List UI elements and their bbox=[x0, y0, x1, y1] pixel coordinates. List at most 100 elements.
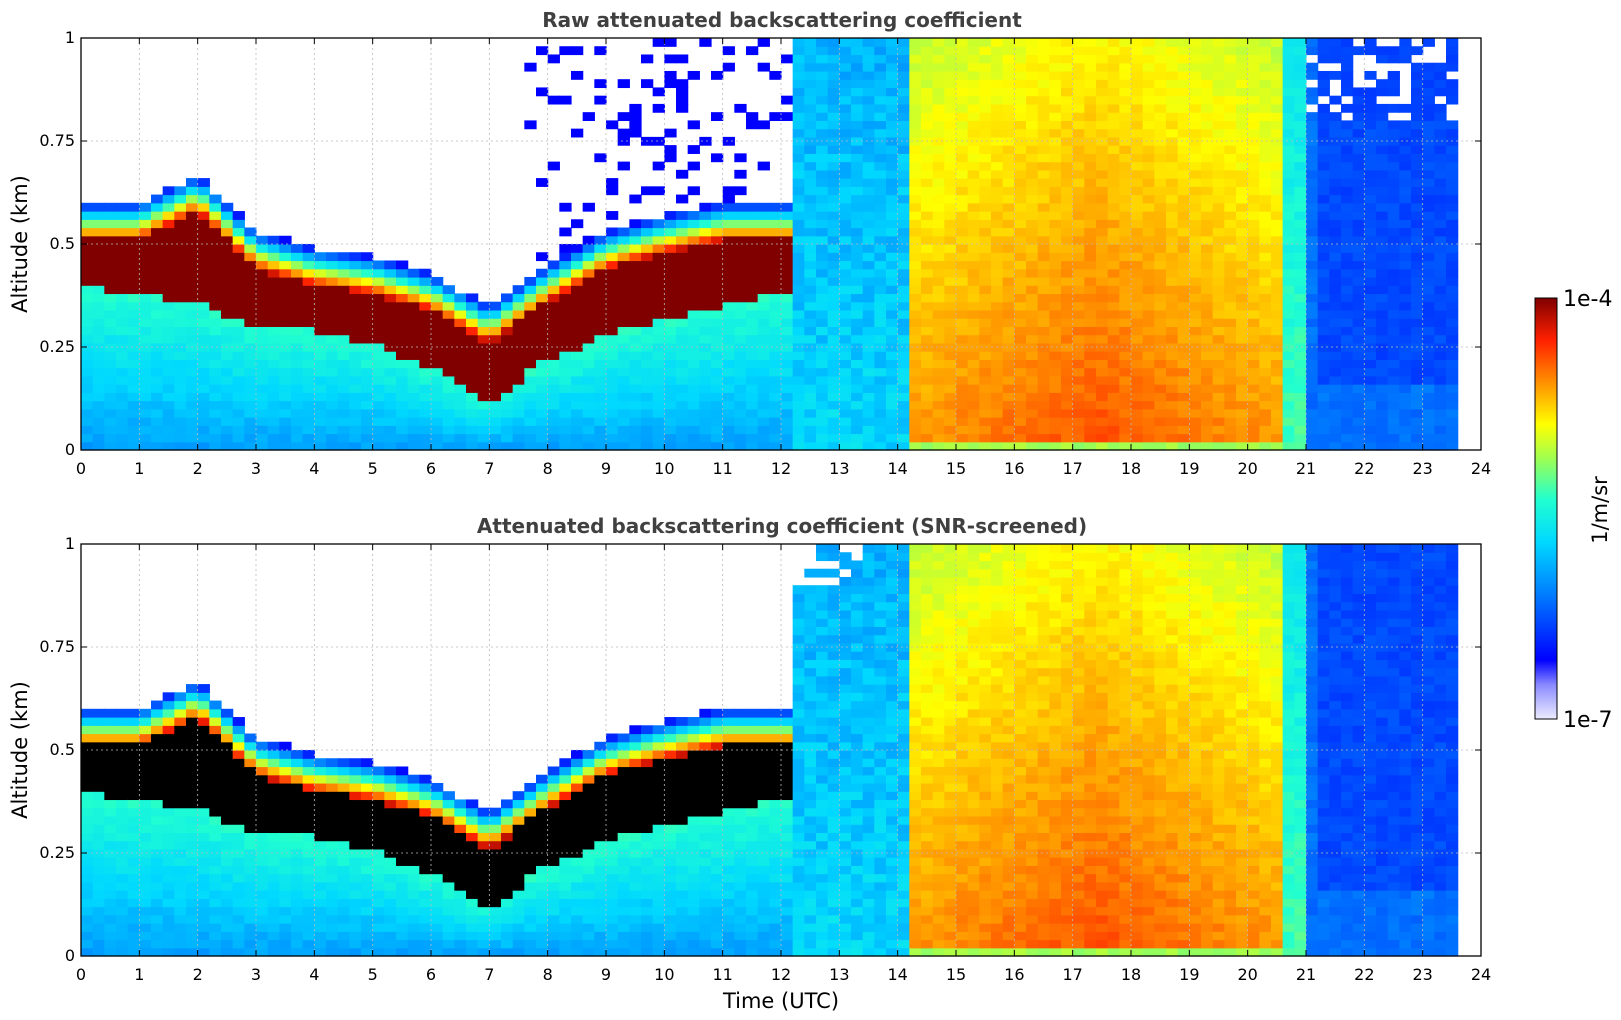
heatmap-cell bbox=[512, 441, 525, 451]
heatmap-cell bbox=[757, 392, 770, 402]
heatmap-cell bbox=[1247, 425, 1260, 435]
heatmap-cell bbox=[337, 408, 350, 418]
heatmap-cell bbox=[1376, 202, 1389, 212]
heatmap-cell bbox=[1107, 87, 1120, 97]
heatmap-cell bbox=[617, 334, 630, 344]
heatmap-cell bbox=[932, 359, 945, 369]
heatmap-cell bbox=[921, 359, 934, 369]
heatmap-cell bbox=[1317, 161, 1330, 171]
heatmap-cell bbox=[816, 169, 829, 179]
heatmap-cell bbox=[489, 392, 502, 402]
heatmap-cell bbox=[186, 840, 199, 850]
heatmap-cell bbox=[617, 79, 630, 89]
heatmap-cell bbox=[641, 375, 654, 385]
heatmap-cell bbox=[1446, 301, 1459, 311]
heatmap-cell bbox=[711, 334, 724, 344]
heatmap-cell bbox=[524, 384, 537, 393]
heatmap-cell bbox=[279, 276, 292, 286]
heatmap-cell bbox=[104, 211, 117, 220]
heatmap-cell bbox=[1037, 309, 1050, 319]
heatmap-cell bbox=[862, 186, 875, 196]
heatmap-cell bbox=[1224, 38, 1237, 47]
heatmap-cell bbox=[314, 252, 327, 262]
heatmap-cell bbox=[244, 384, 257, 393]
heatmap-cell bbox=[1446, 87, 1459, 97]
heatmap-cell bbox=[874, 62, 887, 72]
heatmap-cell bbox=[209, 766, 222, 776]
heatmap-cell bbox=[1107, 62, 1120, 72]
heatmap-cell bbox=[116, 717, 129, 726]
heatmap-cell bbox=[244, 441, 257, 451]
heatmap-cell bbox=[827, 367, 840, 377]
heatmap-cell bbox=[407, 367, 420, 377]
heatmap-cell bbox=[921, 202, 934, 212]
heatmap-cell bbox=[1341, 46, 1354, 56]
heatmap-cell bbox=[944, 235, 957, 245]
heatmap-cell bbox=[127, 774, 140, 784]
heatmap-cell bbox=[1352, 425, 1365, 435]
heatmap-cell bbox=[827, 103, 840, 113]
heatmap-cell bbox=[1049, 342, 1062, 352]
heatmap-cell bbox=[1341, 351, 1354, 360]
heatmap-cell bbox=[839, 400, 852, 410]
heatmap-cell bbox=[1107, 194, 1120, 204]
heatmap-cell bbox=[1376, 120, 1389, 130]
heatmap-cell bbox=[956, 417, 969, 426]
heatmap-cell bbox=[862, 244, 875, 253]
heatmap-cell bbox=[209, 947, 222, 957]
heatmap-cell bbox=[839, 367, 852, 377]
heatmap-cell bbox=[1434, 70, 1447, 80]
heatmap-cell bbox=[909, 153, 922, 163]
heatmap-cell bbox=[139, 832, 152, 842]
heatmap-cell bbox=[1364, 425, 1377, 435]
heatmap-cell bbox=[886, 417, 899, 426]
heatmap-cell bbox=[1002, 211, 1015, 220]
heatmap-cell bbox=[851, 326, 864, 336]
heatmap-cell bbox=[162, 857, 175, 866]
heatmap-cell bbox=[839, 441, 852, 451]
heatmap-cell bbox=[349, 309, 362, 319]
heatmap-cell bbox=[407, 392, 420, 402]
heatmap-cell bbox=[734, 260, 747, 270]
heatmap-cell bbox=[1072, 392, 1085, 402]
heatmap-cell bbox=[104, 202, 117, 212]
heatmap-cell bbox=[1376, 128, 1389, 138]
heatmap-cell bbox=[1434, 301, 1447, 311]
x-tick-label: 21 bbox=[1296, 459, 1316, 478]
heatmap-cell bbox=[1236, 400, 1249, 410]
heatmap-cell bbox=[886, 293, 899, 303]
heatmap-cell bbox=[186, 334, 199, 344]
heatmap-cell bbox=[664, 145, 677, 154]
heatmap-cell bbox=[431, 301, 444, 311]
heatmap-cell bbox=[524, 62, 537, 72]
heatmap-cell bbox=[676, 194, 689, 204]
heatmap-cell bbox=[1317, 153, 1330, 163]
heatmap-cell bbox=[396, 268, 409, 278]
heatmap-cell bbox=[232, 359, 245, 369]
heatmap-cell bbox=[1247, 408, 1260, 418]
heatmap-cell bbox=[1142, 342, 1155, 352]
heatmap-cell bbox=[1271, 128, 1284, 138]
heatmap-cell bbox=[991, 169, 1004, 179]
heatmap-cell bbox=[151, 774, 164, 784]
heatmap-cell bbox=[127, 815, 140, 825]
heatmap-cell bbox=[1061, 103, 1074, 113]
heatmap-cell bbox=[1329, 38, 1342, 47]
heatmap-cell bbox=[501, 392, 514, 402]
heatmap-cell bbox=[267, 326, 280, 336]
heatmap-cell bbox=[967, 276, 980, 286]
heatmap-cell bbox=[1352, 145, 1365, 154]
heatmap-cell bbox=[1061, 161, 1074, 171]
heatmap-cell bbox=[116, 202, 129, 212]
heatmap-cell bbox=[979, 392, 992, 402]
heatmap-cell bbox=[944, 178, 957, 187]
heatmap-cell bbox=[1072, 293, 1085, 303]
heatmap-cell bbox=[209, 318, 222, 327]
heatmap-cell bbox=[874, 46, 887, 56]
heatmap-cell bbox=[1131, 202, 1144, 212]
heatmap-cell bbox=[1259, 202, 1272, 212]
heatmap-cell bbox=[909, 128, 922, 138]
heatmap-cell bbox=[92, 227, 105, 237]
heatmap-cell bbox=[1376, 285, 1389, 295]
heatmap-cell bbox=[1166, 309, 1179, 319]
